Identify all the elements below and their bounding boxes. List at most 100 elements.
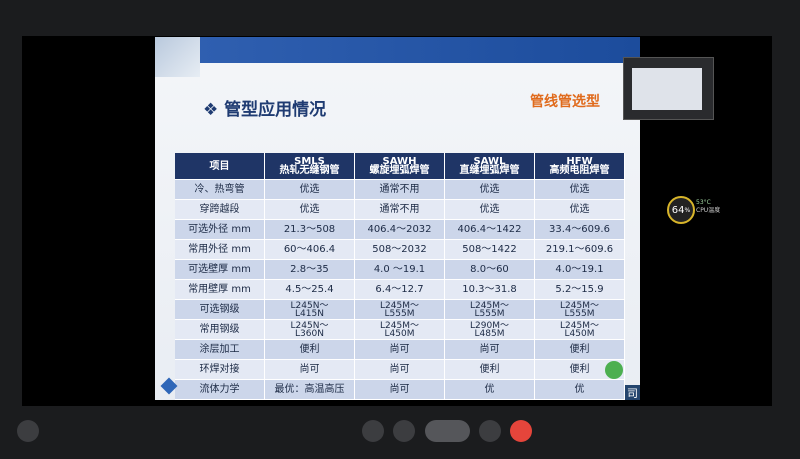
header-line: 直缝埋弧焊管 — [459, 165, 520, 176]
table-cell: 406.4～2032 — [355, 220, 445, 240]
table-row: 常用外径 mm 60～406.4 508～2032 508～1422 219.1～609… — [175, 240, 625, 260]
slide-banner — [200, 37, 640, 63]
table-cell: 尚可 — [355, 340, 445, 360]
cpu-temp: 53°C CPU温度 — [696, 199, 720, 215]
cursor-highlight — [605, 361, 623, 379]
temp-label: CPU温度 — [696, 207, 721, 214]
header-cell: SAWL 直缝埋弧焊管 — [445, 153, 535, 180]
table-cell: L245M～ L555M — [355, 300, 445, 320]
header-line: HFW — [566, 156, 593, 167]
files-button[interactable] — [393, 420, 415, 442]
table-cell: L245N～ L415N — [265, 300, 355, 320]
table-cell: 通常不用 — [355, 180, 445, 200]
leave-button[interactable] — [510, 420, 532, 442]
header-line: 项目 — [209, 160, 230, 172]
cell-line: L245N～ — [290, 300, 329, 311]
table-cell: L245M～ L555M — [535, 300, 625, 320]
table-cell: 21.3～508 — [265, 220, 355, 240]
table-row: 穿跨越段 优选 通常不用 优选 优选 — [175, 200, 625, 220]
table-cell: 便利 — [445, 360, 535, 380]
mute-button[interactable] — [425, 420, 470, 442]
table-cell: 可选壁厚 mm — [175, 260, 265, 280]
table-row: 可选外径 mm 21.3～508 406.4～2032 406.4～1422 33.4～… — [175, 220, 625, 240]
usage-value: 64 — [671, 204, 685, 216]
table-cell: 4.0～19.1 — [535, 260, 625, 280]
cell-line: L485M — [474, 328, 505, 339]
table-cell: 优选 — [445, 180, 535, 200]
header-line: 热轧无缝钢管 — [279, 165, 340, 176]
table-row: 可选壁厚 mm 2.8～35 4.0 ～19.1 8.0～60 4.0～19.1 — [175, 260, 625, 280]
header-line: 螺旋埋弧焊管 — [369, 165, 430, 176]
table-cell: 2.8～35 — [265, 260, 355, 280]
table-cell: 可选钢级 — [175, 300, 265, 320]
participants-button[interactable] — [17, 420, 39, 442]
slide: ❖ 管型应用情况 管线管选型 项目 SMLS 热轧无缝钢管 SAWH 螺旋埋弧焊管 SAW… — [155, 37, 640, 400]
table-row: 冷、热弯管 优选 通常不用 优选 优选 — [175, 180, 625, 200]
table-row: 涂层加工 便利 尚可 尚可 便利 — [175, 340, 625, 360]
table-cell: 4.5～25.4 — [265, 280, 355, 300]
cell-line: L245M～ — [560, 300, 599, 311]
table-cell: 优选 — [535, 200, 625, 220]
cell-line: L415N — [295, 308, 324, 319]
table-cell: L245N～ L360N — [265, 320, 355, 340]
slide-decoration — [155, 37, 200, 77]
table-cell: L245M～ L450M — [535, 320, 625, 340]
table-cell: 优 — [535, 380, 625, 400]
table-cell: 通常不用 — [355, 200, 445, 220]
slide-corner-text: 司 — [625, 385, 640, 400]
table-cell: 可选外径 mm — [175, 220, 265, 240]
cell-line: L555M — [384, 308, 415, 319]
cell-line: L450M — [564, 328, 595, 339]
table-cell: 8.0～60 — [445, 260, 535, 280]
table-row: 流体力学 最优：高温高压 尚可优优 — [175, 380, 625, 400]
table-cell: 常用外径 mm — [175, 240, 265, 260]
table-cell: 尚可 — [355, 360, 445, 380]
table-cell: 33.4～609.6 — [535, 220, 625, 240]
cell-line: L450M — [384, 328, 415, 339]
table-cell: 常用钢级 — [175, 320, 265, 340]
table-cell: 尚可 — [445, 340, 535, 360]
audio-button[interactable] — [479, 420, 501, 442]
table-row: 常用钢级 L245N～ L360N L245M～ L450M L290M～ L485M L24… — [175, 320, 625, 340]
self-view-thumbnail[interactable] — [623, 57, 714, 120]
usage-unit: % — [684, 206, 691, 214]
cell-line: L290M～ — [470, 320, 509, 331]
table-cell: 流体力学 — [175, 380, 265, 400]
table-cell: 508～2032 — [355, 240, 445, 260]
cell-line: L245M～ — [470, 300, 509, 311]
table-cell: 便利 — [265, 340, 355, 360]
slide-title: ❖ 管型应用情况 — [203, 100, 327, 120]
table-cell: 冷、热弯管 — [175, 180, 265, 200]
table-cell: 5.2～15.9 — [535, 280, 625, 300]
title-text: 管型应用情况 — [224, 100, 327, 120]
header-cell: SMLS 热轧无缝钢管 — [265, 153, 355, 180]
table-cell: 优选 — [535, 180, 625, 200]
share-button[interactable] — [362, 420, 384, 442]
table-cell: 优 — [445, 380, 535, 400]
cell-line: L555M — [474, 308, 505, 319]
thumbnail-content — [632, 68, 702, 110]
cell-line: L360N — [295, 328, 324, 339]
header-line: SAWH — [382, 156, 417, 167]
table-cell: 常用壁厚 mm — [175, 280, 265, 300]
cell-line: L245M～ — [380, 300, 419, 311]
header-row: 项目 SMLS 热轧无缝钢管 SAWH 螺旋埋弧焊管 SAWL 直缝埋弧焊管 HFW 高频电阻焊… — [175, 153, 625, 180]
table-row: 常用壁厚 mm 4.5～25.4 6.4～12.7 10.3～31.8 5.2～15.9 — [175, 280, 625, 300]
header-cell: SAWH 螺旋埋弧焊管 — [355, 153, 445, 180]
table-cell: 406.4～1422 — [445, 220, 535, 240]
table-cell: 尚可 — [355, 380, 445, 400]
table-cell: L245M～ L450M — [355, 320, 445, 340]
table-cell: 穿跨越段 — [175, 200, 265, 220]
header-line: 高频电阻焊管 — [549, 165, 610, 176]
cell-line: L555M — [564, 308, 595, 319]
header-line: SAWL — [473, 156, 506, 167]
table-row: 可选钢级 L245N～ L415N L245M～ L555M L245M～ L555M L24… — [175, 300, 625, 320]
table-cell: 便利 — [535, 360, 625, 380]
cell-line: L245M～ — [380, 320, 419, 331]
table-cell: 10.3～31.8 — [445, 280, 535, 300]
table-cell: 6.4～12.7 — [355, 280, 445, 300]
table-cell: 219.1～609.6 — [535, 240, 625, 260]
table-cell: L245M～ L555M — [445, 300, 535, 320]
slide-tag: 管线管选型 — [530, 94, 600, 110]
